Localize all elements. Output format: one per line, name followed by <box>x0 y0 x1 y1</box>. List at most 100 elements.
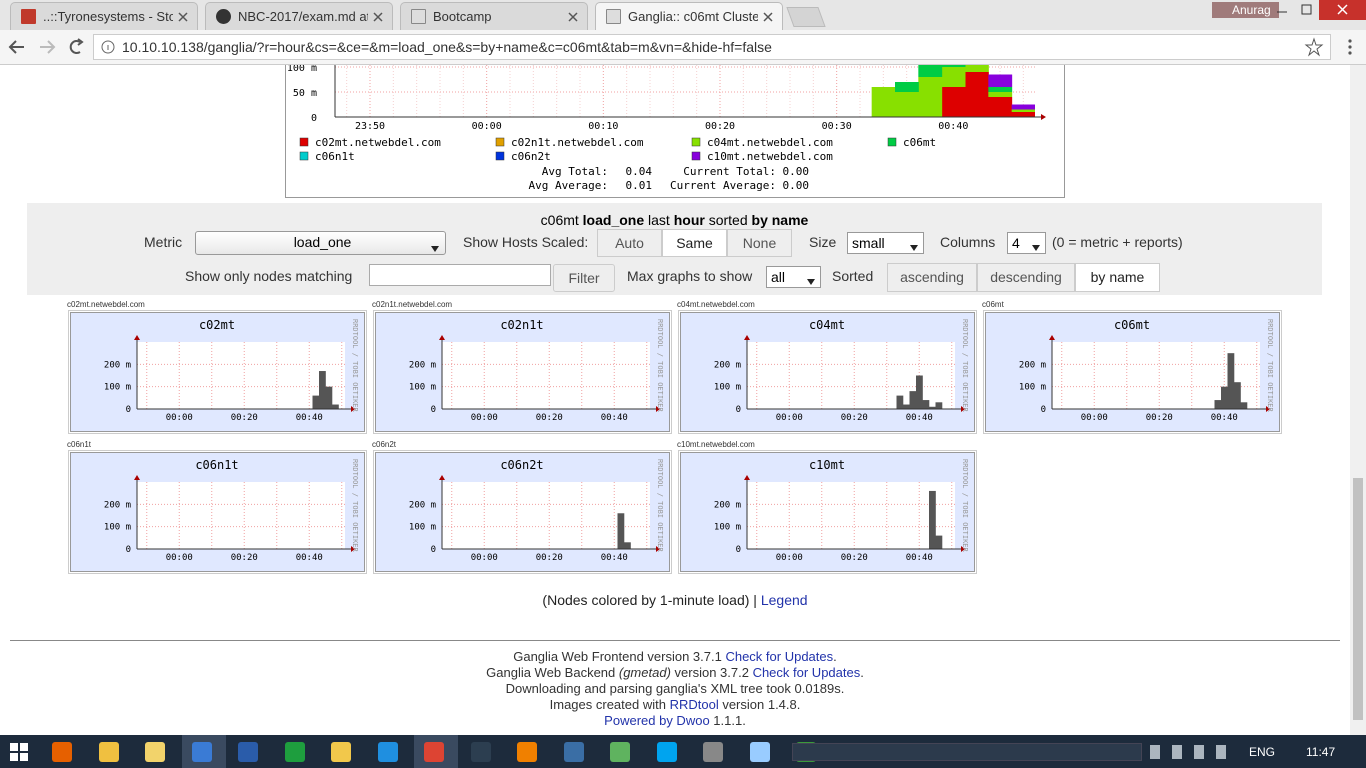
node-graph[interactable]: 200 m 100 m 0 00:00 00:20 00:40 c06mt RRDTOOL /… <box>983 310 1282 434</box>
watermark: RRDTOOL / TOBI OETIKER <box>351 459 359 553</box>
new-tab[interactable] <box>786 7 826 27</box>
address-bar[interactable]: 10.10.10.138/ganglia/?r=hour&cs=&ce=&m=l… <box>93 34 1331 60</box>
scroll-thumb[interactable] <box>1353 478 1363 720</box>
task-icon[interactable] <box>656 742 677 762</box>
scale-button[interactable]: Auto <box>597 229 662 257</box>
summary-text: Avg Total: <box>542 165 608 178</box>
footer-link[interactable]: Check for Updates <box>752 665 861 680</box>
max-select[interactable]: all <box>766 266 821 288</box>
filter-button[interactable]: Filter <box>553 264 615 292</box>
window-controls[interactable] <box>1272 0 1366 20</box>
task-icon[interactable] <box>98 742 119 762</box>
axis-arrow <box>439 475 445 480</box>
y-tick-label: 200 m <box>409 500 436 510</box>
sort-button[interactable]: descending <box>977 263 1075 292</box>
nav-buttons[interactable] <box>0 30 100 65</box>
metric-label: Metric <box>144 234 183 250</box>
task-icon[interactable] <box>424 742 444 762</box>
sort-button[interactable]: ascending <box>887 263 977 292</box>
task-icon[interactable] <box>284 742 305 762</box>
task-icon[interactable] <box>145 742 165 762</box>
tab-close[interactable] <box>372 10 384 22</box>
y-tick-label: 100 m <box>409 383 436 393</box>
footer-text: version 1.4.8. <box>718 697 801 712</box>
node-graph[interactable]: 200 m 100 m 0 00:00 00:20 00:40 c02n1t RRDTOOL … <box>373 310 672 434</box>
area-segment <box>895 82 919 92</box>
node-graph[interactable]: 200 m 100 m 0 00:00 00:20 00:40 c06n1t RRDTOOL … <box>68 450 367 574</box>
footer-text: Downloading and parsing ganglia's XML tr… <box>505 681 845 696</box>
watermark: RRDTOOL / TOBI OETIKER <box>351 319 359 413</box>
size-select[interactable]: small <box>847 232 924 254</box>
footer-line: Powered by Dwoo 1.1.1. <box>0 713 1350 728</box>
node-graph[interactable]: 200 m 100 m 0 00:00 00:20 00:40 c10mt RRDTOOL /… <box>678 450 977 574</box>
axis-arrow <box>656 546 660 552</box>
footer-link[interactable]: Check for Updates <box>725 649 834 664</box>
axis-arrow <box>1049 335 1055 340</box>
task-icon[interactable] <box>238 742 258 762</box>
x-tick-label: 00:20 <box>231 553 258 563</box>
select-arrow <box>1032 238 1040 251</box>
x-tick-label: 00:20 <box>536 553 563 563</box>
tab-close[interactable] <box>567 10 579 22</box>
node-graph[interactable]: 200 m 100 m 0 00:00 00:20 00:40 c02mt RRDTOOL /… <box>68 310 367 434</box>
sort-button[interactable]: by name <box>1075 263 1160 292</box>
task-icon[interactable] <box>52 742 72 762</box>
scrollbar[interactable] <box>1350 65 1366 735</box>
task-icon[interactable] <box>610 742 630 762</box>
load-bar <box>935 535 943 549</box>
bookmark-star[interactable] <box>1304 35 1324 59</box>
node-graph[interactable]: 200 m 100 m 0 00:00 00:20 00:40 c04mt RRDTOOL /… <box>678 310 977 434</box>
language[interactable]: ENG <box>1249 745 1276 759</box>
tray-icons[interactable] <box>1150 745 1234 759</box>
x-tick-label: 00:40 <box>906 413 933 423</box>
load-bar <box>896 395 904 409</box>
task-icon[interactable] <box>563 742 584 762</box>
task-icon[interactable] <box>703 742 723 762</box>
task-icon[interactable] <box>331 742 351 762</box>
y-tick-label: 0 <box>736 405 741 415</box>
load-bar <box>617 513 625 549</box>
separator <box>10 640 1340 641</box>
footer-link[interactable]: RRDtool <box>669 697 719 712</box>
task-icon[interactable] <box>470 742 491 762</box>
task-icon[interactable] <box>517 742 537 762</box>
task-icon[interactable] <box>377 742 398 762</box>
url: 10.10.10.138/ganglia/?r=hour&cs=&ce=&m=l… <box>122 39 772 55</box>
columns-select[interactable]: 4 <box>1007 232 1046 254</box>
y-tick-label: 0 <box>736 545 741 555</box>
tab-close[interactable] <box>762 10 774 22</box>
select-arrow <box>910 238 918 251</box>
start-button[interactable] <box>10 743 28 761</box>
node-graph[interactable]: 200 m 100 m 0 00:00 00:20 00:40 c06n2t RRDTOOL … <box>373 450 672 574</box>
menu-button[interactable] <box>1340 30 1360 65</box>
node-title: c02n1t <box>500 318 543 332</box>
legend-label: c04mt.netwebdel.com <box>707 136 833 149</box>
x-tick-label: 00:20 <box>841 413 868 423</box>
filter-input[interactable] <box>369 264 551 286</box>
browser-tab[interactable]: Ganglia:: c06mt Cluster R <box>595 2 783 30</box>
task-icon[interactable] <box>749 742 770 762</box>
x-tick-label: 00:00 <box>1081 413 1108 423</box>
node-title: c02mt <box>199 318 235 332</box>
node-chart: 200 m 100 m 0 00:00 00:20 00:40 c04mt RRDTOOL /… <box>714 318 969 423</box>
metric-select[interactable]: load_one <box>195 231 446 255</box>
scale-button[interactable]: None <box>727 229 792 257</box>
user-name[interactable]: Anurag <box>1212 2 1279 18</box>
x-tick-label: 00:40 <box>1211 413 1238 423</box>
axis-arrow <box>656 406 660 412</box>
node-host: c04mt.netwebdel.com <box>677 300 755 309</box>
scale-button[interactable]: Same <box>662 229 727 257</box>
legend-label: c06n1t <box>315 150 355 163</box>
tab-close[interactable] <box>177 10 189 22</box>
browser-tab[interactable]: ..::Tyronesystems - Storag <box>10 2 198 30</box>
footer-link[interactable]: Powered by Dwoo <box>604 713 710 728</box>
area-segment <box>918 65 943 77</box>
clock[interactable]: 11:47 <box>1306 745 1336 759</box>
footer-text: 1.1.1. <box>709 713 746 728</box>
task-icon[interactable] <box>191 742 212 762</box>
y-tick-label: 0 <box>431 405 436 415</box>
browser-tab[interactable]: Bootcamp <box>400 2 588 30</box>
legend-link[interactable]: Legend <box>760 592 808 608</box>
browser-tab[interactable]: NBC-2017/exam.md at m <box>205 2 393 30</box>
load-bar <box>332 404 339 409</box>
